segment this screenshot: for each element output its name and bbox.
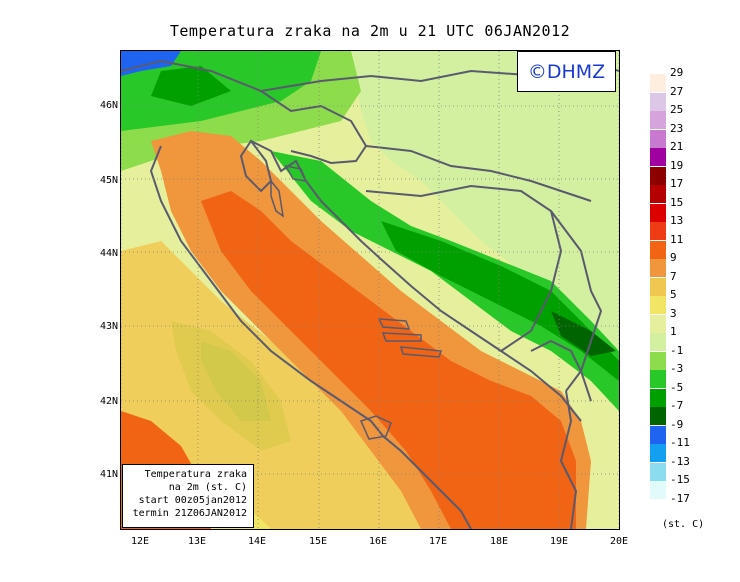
legend-label: 17: [670, 177, 684, 190]
info-line-start: start 00z05jan2012: [138, 495, 247, 506]
legend-swatch: [650, 92, 666, 111]
alps-dark: [151, 66, 231, 106]
lon-label-17e: 17E: [428, 536, 448, 547]
coastal-warm-land: [121, 241, 421, 529]
lat-label-43n: 43N: [99, 321, 118, 332]
legend-label: 11: [670, 232, 684, 246]
dinaric-cold-region: [271, 151, 619, 411]
dinaric-core: [381, 221, 619, 381]
legend-label: -7: [670, 399, 684, 412]
legend-swatch: [650, 185, 666, 203]
legend-swatch: [650, 277, 666, 296]
info-line-units: na 2m (st. C): [168, 482, 247, 493]
lon-label-14e: 14E: [247, 536, 267, 547]
lon-label-16e: 16E: [368, 536, 388, 547]
legend-swatch: [650, 444, 666, 462]
legend-swatch: [650, 111, 666, 129]
lon-label-15e: 15E: [308, 536, 328, 547]
island-krk: [284, 164, 308, 182]
island-cres: [270, 178, 285, 218]
legend-swatch: [650, 407, 666, 425]
legend-label: 15: [670, 195, 684, 209]
island-brac: [377, 318, 411, 330]
legend-swatch: [650, 259, 666, 277]
adriatic-core: [201, 191, 576, 529]
legend-label: -17: [670, 491, 690, 505]
lat-label-42n: 42N: [99, 396, 118, 407]
legend-label: -15: [670, 473, 690, 486]
legend-label: 29: [670, 66, 684, 79]
legend-label: 1: [670, 325, 677, 338]
legend-label: 25: [670, 103, 684, 116]
info-box: Temperatura zraka na 2m (st. C) start 00…: [122, 464, 254, 528]
lon-label-20e: 20E: [609, 536, 629, 547]
legend-label: 23: [670, 121, 684, 135]
legend-swatch: [650, 240, 666, 259]
legend-swatch: [650, 481, 666, 499]
gargano-outline: [359, 415, 392, 440]
info-line-termin: termin 21Z06JAN2012: [132, 508, 247, 519]
lat-label-41n: 41N: [99, 469, 118, 480]
legend-label: 7: [670, 269, 677, 283]
legend-swatch: [650, 203, 666, 222]
border-montenegro: [530, 339, 583, 392]
legend-swatch: [650, 148, 666, 166]
legend-swatch: [650, 370, 666, 388]
legend-label: 13: [670, 214, 684, 227]
legend-label: 9: [670, 251, 677, 264]
legend-label: 27: [670, 84, 684, 98]
lat-label-44n: 44N: [99, 248, 118, 259]
dhmz-logo: ©DHMZ: [517, 51, 616, 92]
lat-label-45n: 45N: [99, 175, 118, 186]
legend-swatch: [650, 314, 666, 333]
lon-label-13e: 13E: [187, 536, 207, 547]
legend-label: -11: [670, 436, 690, 449]
info-line-variable: Temperatura zraka: [144, 469, 247, 480]
lon-label-18e: 18E: [489, 536, 509, 547]
map-title: Temperatura zraka na 2m u 21 UTC 06JAN20…: [169, 22, 571, 40]
legend-label: -1: [670, 343, 684, 357]
legend-swatch: [650, 129, 666, 148]
border-albania: [559, 390, 578, 529]
island-korcula: [399, 346, 443, 358]
lon-label-12e: 12E: [130, 536, 150, 547]
mild-land-region: [351, 51, 619, 351]
lon-label-19e: 19E: [549, 536, 569, 547]
legend-swatch: [650, 333, 666, 351]
istria-outline: [239, 139, 273, 193]
legend-swatch: [650, 296, 666, 314]
legend-label: -9: [670, 417, 684, 431]
border-hungary: [365, 145, 592, 202]
legend-label: 3: [670, 306, 677, 320]
legend-swatch: [650, 351, 666, 370]
legend-label: -3: [670, 362, 684, 375]
legend-label: -13: [670, 454, 690, 468]
legend-swatch: [650, 425, 666, 444]
legend-swatch: [650, 74, 666, 92]
legend-label: -5: [670, 380, 684, 394]
legend-swatch: [650, 462, 666, 481]
legend-swatch: [650, 166, 666, 185]
legend-label: 21: [670, 140, 684, 153]
legend-label: 19: [670, 158, 684, 172]
island-hvar: [381, 332, 422, 342]
italy-coastline: [149, 145, 472, 529]
lat-label-46n: 46N: [99, 100, 118, 111]
temperature-map: [120, 50, 620, 530]
legend-label: 5: [670, 288, 677, 301]
dinaric-dark: [551, 311, 616, 356]
legend-swatch: [650, 222, 666, 240]
legend-units: (st. C): [662, 519, 705, 530]
legend-swatch: [650, 388, 666, 407]
